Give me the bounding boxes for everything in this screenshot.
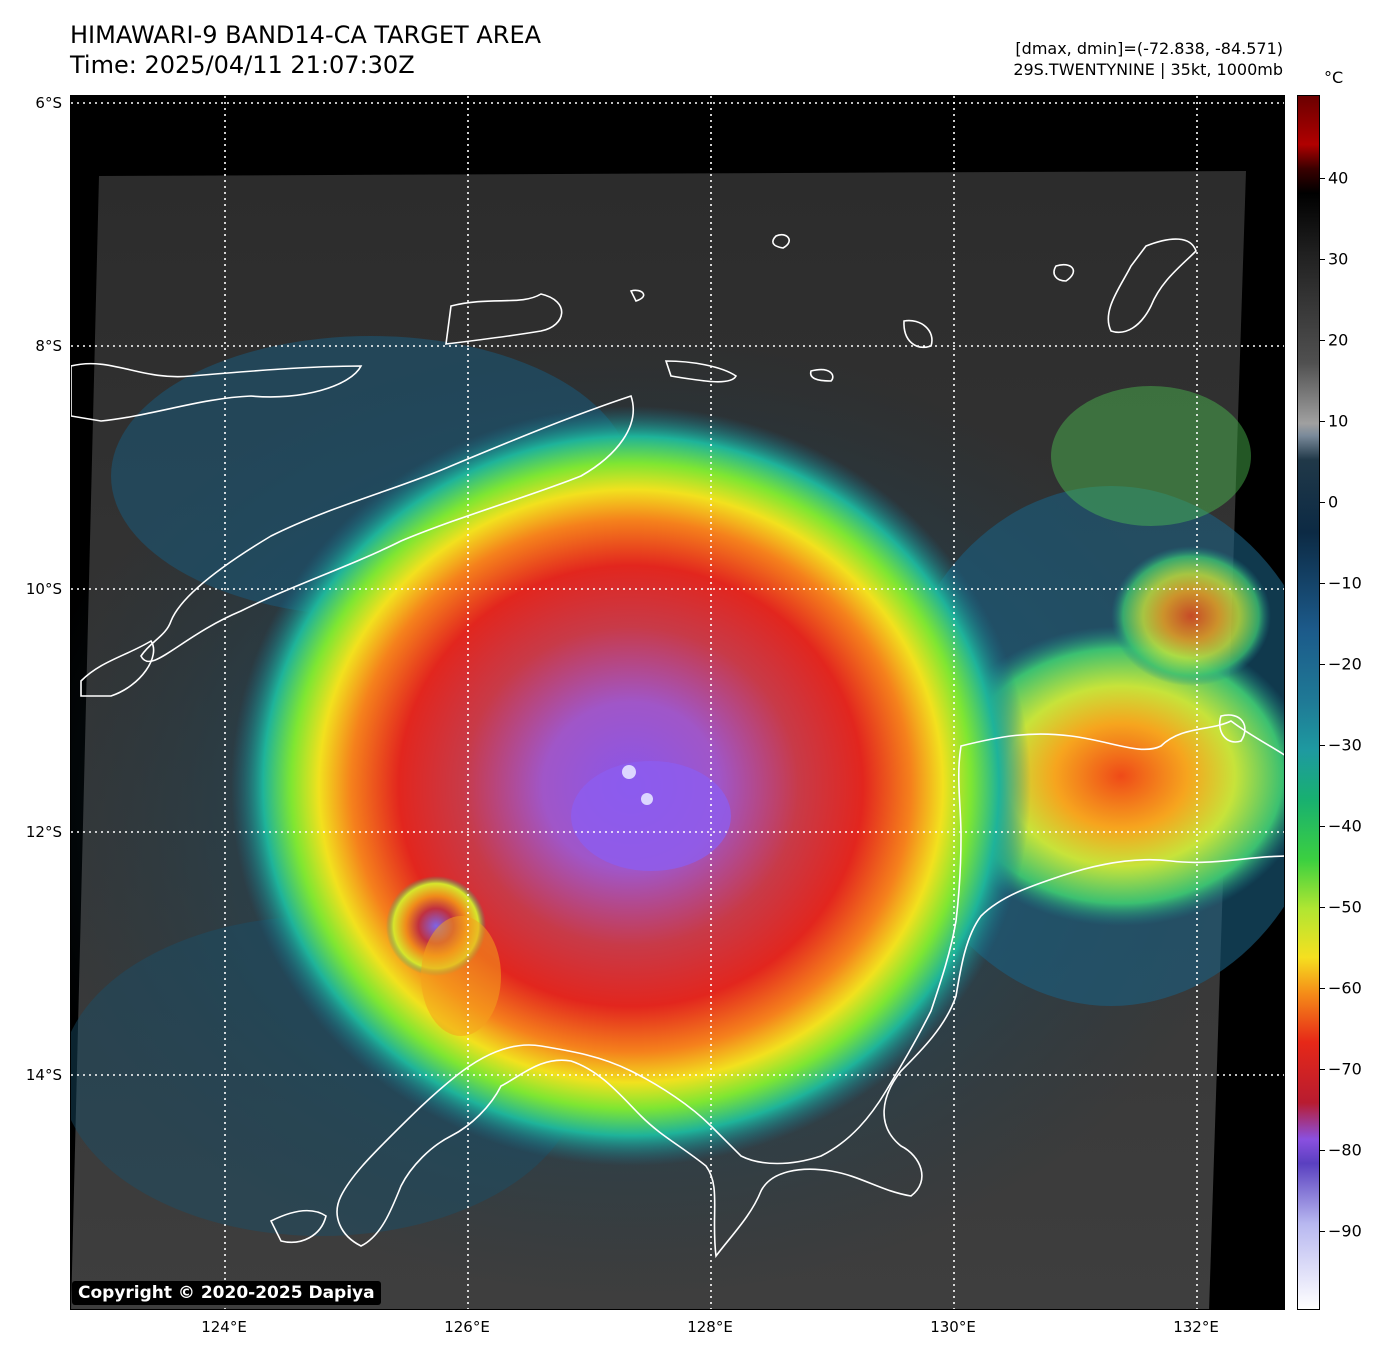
graticule bbox=[71, 96, 1284, 1309]
colorbar-tick bbox=[1320, 745, 1325, 746]
lon-label-130e: 130°E bbox=[930, 1318, 976, 1336]
colorbar-tick bbox=[1320, 988, 1325, 989]
colorbar-label-minus80: −80 bbox=[1328, 1140, 1362, 1160]
colorbar-label-minus20: −20 bbox=[1328, 654, 1362, 674]
colorbar-tick bbox=[1320, 178, 1325, 179]
lon-label-128e: 128°E bbox=[687, 1318, 733, 1336]
satellite-map bbox=[70, 95, 1285, 1310]
title-line-2: Time: 2025/04/11 21:07:30Z bbox=[70, 51, 415, 79]
colorbar-tick bbox=[1320, 1150, 1325, 1151]
colorbar-label-minus90: −90 bbox=[1328, 1221, 1362, 1241]
colorbar-label-0: 0 bbox=[1328, 492, 1339, 512]
colorbar bbox=[1297, 95, 1320, 1310]
colorbar-label-minus10: −10 bbox=[1328, 573, 1362, 593]
chart-title: HIMAWARI-9 BAND14-CA TARGET AREA Time: 2… bbox=[70, 20, 541, 80]
lat-label-6s: 6°S bbox=[35, 94, 62, 112]
lat-label-8s: 8°S bbox=[35, 337, 62, 355]
title-line-1: HIMAWARI-9 BAND14-CA TARGET AREA bbox=[70, 21, 542, 49]
storm-info: [dmax, dmin]=(-72.838, -84.571) 29S.TWEN… bbox=[1013, 38, 1283, 80]
satellite-image bbox=[71, 96, 1284, 1309]
lat-label-14s: 14°S bbox=[25, 1066, 62, 1084]
colorbar-tick bbox=[1320, 502, 1325, 503]
colorbar-unit: °C bbox=[1324, 68, 1344, 87]
colorbar-label-minus60: −60 bbox=[1328, 978, 1362, 998]
lon-label-124e: 124°E bbox=[201, 1318, 247, 1336]
colorbar-tick bbox=[1320, 421, 1325, 422]
copyright-badge: Copyright © 2020-2025 Dapiya bbox=[72, 1281, 381, 1305]
lon-label-126e: 126°E bbox=[444, 1318, 490, 1336]
colorbar-tick bbox=[1320, 583, 1325, 584]
stats-line-1: [dmax, dmin]=(-72.838, -84.571) bbox=[1015, 39, 1283, 58]
colorbar-label-30: 30 bbox=[1328, 249, 1349, 269]
colorbar-label-20: 20 bbox=[1328, 330, 1349, 350]
colorbar-tick bbox=[1320, 340, 1325, 341]
colorbar-tick bbox=[1320, 826, 1325, 827]
lat-label-10s: 10°S bbox=[25, 580, 62, 598]
colorbar-label-minus30: −30 bbox=[1328, 735, 1362, 755]
colorbar-tick bbox=[1320, 1231, 1325, 1232]
colorbar-tick bbox=[1320, 907, 1325, 908]
stats-line-2: 29S.TWENTYNINE | 35kt, 1000mb bbox=[1013, 60, 1283, 79]
colorbar-label-40: 40 bbox=[1328, 168, 1349, 188]
colorbar-label-minus70: −70 bbox=[1328, 1059, 1362, 1079]
lon-label-132e: 132°E bbox=[1173, 1318, 1219, 1336]
colorbar-tick bbox=[1320, 1069, 1325, 1070]
colorbar-label-10: 10 bbox=[1328, 411, 1349, 431]
colorbar-label-minus40: −40 bbox=[1328, 816, 1362, 836]
colorbar-label-minus50: −50 bbox=[1328, 897, 1362, 917]
lat-label-12s: 12°S bbox=[25, 823, 62, 841]
colorbar-tick bbox=[1320, 259, 1325, 260]
colorbar-tick bbox=[1320, 664, 1325, 665]
